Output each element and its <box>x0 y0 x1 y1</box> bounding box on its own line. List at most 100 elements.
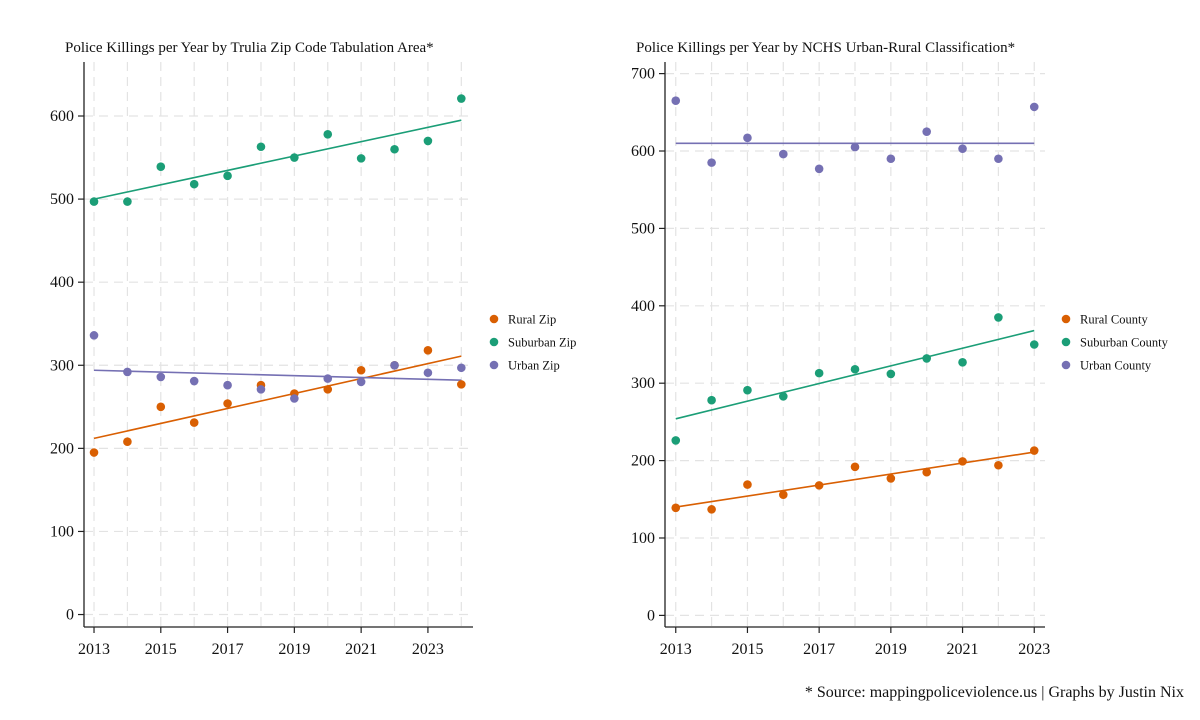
county-rural-point <box>850 462 860 472</box>
zip-rural-point <box>189 418 199 427</box>
county-rural-point <box>994 460 1003 470</box>
county-urban-point <box>779 149 788 159</box>
county-suburban-point <box>671 436 681 445</box>
zip-rural-point <box>89 448 99 457</box>
zip-suburban-point <box>256 142 266 152</box>
zip-rural-point <box>423 346 433 355</box>
county-rural-point <box>886 474 896 483</box>
county-y-tick-label: 400 <box>631 298 655 315</box>
zip-suburban-point <box>356 154 366 163</box>
county-legend-rural-label: Rural County <box>1080 313 1148 327</box>
county-legend-suburban-marker <box>1061 337 1071 347</box>
county-y-tick-label: 500 <box>631 220 655 237</box>
county-y-tick-label: 600 <box>631 143 655 160</box>
zip-urban-point <box>390 360 399 370</box>
zip-suburban-point <box>123 197 132 206</box>
zip-suburban-point <box>323 129 333 139</box>
county-rural-point <box>922 467 931 477</box>
zip-urban-point <box>356 377 366 387</box>
zip-suburban-point <box>89 197 99 206</box>
county-urban-point <box>1029 102 1039 112</box>
zip-legend-suburban-marker <box>489 337 499 347</box>
zip-x-tick-label: 2015 <box>145 641 177 658</box>
zip-suburban-point <box>457 94 466 103</box>
county-legend: Rural County Suburban County Urban County <box>1061 313 1169 373</box>
zip-legend: Rural Zip Suburban Zip Urban Zip <box>489 313 576 373</box>
zip-chart: Police Killings per Year by Trulia Zip C… <box>50 40 576 658</box>
county-urban-point <box>743 133 752 143</box>
zip-suburban-point <box>189 179 199 189</box>
zip-urban-point <box>256 385 266 394</box>
zip-x-tick-label: 2021 <box>345 641 377 658</box>
county-urban-point <box>994 154 1003 164</box>
zip-y-tick-label: 200 <box>50 440 74 457</box>
zip-rural-point <box>156 402 166 412</box>
zip-urban-point <box>89 331 99 340</box>
county-x-tick-label: 2017 <box>803 641 835 658</box>
zip-suburban-fit-line <box>93 119 462 200</box>
zip-rural-point <box>223 399 232 408</box>
county-urban-point <box>850 142 860 152</box>
zip-rural-fit-line <box>93 355 462 440</box>
county-rural-fit-line <box>675 451 1035 508</box>
county-urban-point <box>886 154 896 164</box>
county-suburban-point <box>779 392 788 401</box>
zip-rural-point <box>323 385 333 394</box>
zip-urban-point <box>323 374 333 383</box>
zip-suburban-point <box>223 171 232 181</box>
zip-suburban-point <box>390 144 399 154</box>
county-suburban-point <box>886 369 896 379</box>
county-legend-urban-marker <box>1061 360 1071 370</box>
county-x-tick-label: 2013 <box>660 641 692 658</box>
zip-urban-point <box>423 368 433 378</box>
county-urban-point <box>814 164 824 174</box>
county-y-tick-label: 0 <box>647 607 655 624</box>
zip-urban-point <box>457 363 466 373</box>
zip-legend-urban-label: Urban Zip <box>508 359 560 373</box>
zip-rural-point <box>123 437 132 447</box>
county-suburban-point <box>850 364 860 374</box>
county-suburban-point <box>994 313 1003 322</box>
zip-rural-point <box>457 380 466 389</box>
county-suburban-point <box>922 354 931 363</box>
zip-urban-point <box>123 367 132 377</box>
county-legend-rural-marker <box>1061 314 1071 324</box>
county-urban-point <box>922 127 931 136</box>
county-suburban-point <box>743 385 752 395</box>
county-rural-point <box>958 457 967 466</box>
zip-y-tick-label: 100 <box>50 523 74 540</box>
zip-legend-rural-marker <box>489 314 499 324</box>
zip-legend-urban-marker <box>489 360 499 370</box>
county-chart-title: Police Killings per Year by NCHS Urban-R… <box>636 40 1015 56</box>
county-legend-urban-label: Urban County <box>1080 359 1152 373</box>
zip-suburban-point <box>290 153 299 162</box>
county-y-tick-label: 700 <box>631 66 655 83</box>
county-rural-point <box>743 480 752 489</box>
zip-legend-suburban-label: Suburban Zip <box>508 336 576 350</box>
county-rural-point <box>671 503 681 513</box>
zip-suburban-point <box>423 136 433 146</box>
zip-y-tick-label: 300 <box>50 357 74 374</box>
county-x-tick-label: 2021 <box>947 641 979 658</box>
zip-urban-point <box>290 394 299 403</box>
county-chart: Police Killings per Year by NCHS Urban-R… <box>631 40 1169 658</box>
zip-rural-point <box>356 365 366 375</box>
county-rural-point <box>1029 446 1039 455</box>
zip-y-tick-label: 400 <box>50 274 74 291</box>
zip-urban-fit-line <box>93 369 462 382</box>
county-suburban-point <box>1029 340 1039 349</box>
zip-x-tick-label: 2013 <box>78 641 110 658</box>
county-suburban-point <box>707 395 716 405</box>
zip-y-tick-label: 0 <box>66 607 74 624</box>
zip-legend-rural-label: Rural Zip <box>508 313 556 327</box>
county-suburban-point <box>958 358 967 367</box>
zip-gridlines <box>84 62 473 627</box>
county-urban-point <box>958 144 967 153</box>
zip-x-tick-label: 2019 <box>278 641 310 658</box>
source-footnote: * Source: mappingpoliceviolence.us | Gra… <box>804 684 1184 701</box>
county-x-tick-label: 2015 <box>731 641 763 658</box>
zip-y-tick-label: 600 <box>50 108 74 125</box>
zip-x-tick-label: 2023 <box>412 641 444 658</box>
zip-urban-point <box>189 376 199 386</box>
